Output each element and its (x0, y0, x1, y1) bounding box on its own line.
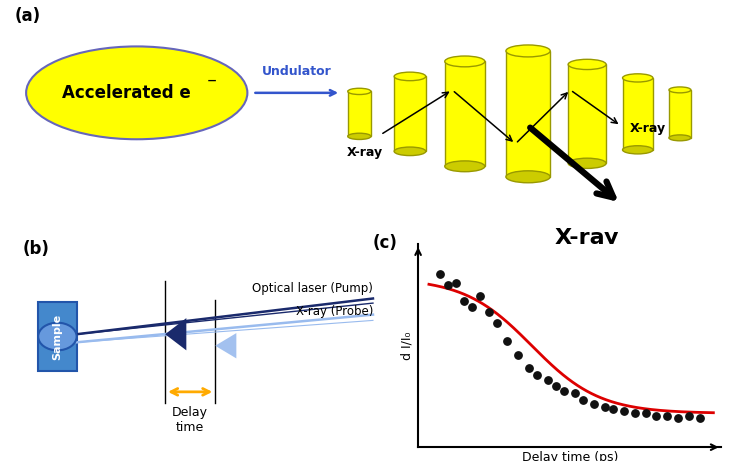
Ellipse shape (445, 161, 485, 171)
Polygon shape (622, 78, 653, 150)
Text: X-ray (Probe): X-ray (Probe) (295, 305, 373, 318)
Ellipse shape (445, 56, 485, 67)
Point (662, 412, 673, 420)
Point (482, 308, 494, 316)
Ellipse shape (622, 146, 653, 154)
Polygon shape (348, 91, 371, 136)
Ellipse shape (506, 45, 551, 57)
Point (531, 372, 543, 379)
Text: Accelerated e: Accelerated e (62, 84, 191, 102)
Ellipse shape (669, 87, 691, 93)
Ellipse shape (669, 135, 691, 141)
Ellipse shape (348, 88, 371, 95)
Text: Undulator: Undulator (262, 65, 332, 78)
Point (588, 401, 600, 408)
Polygon shape (165, 318, 186, 350)
Point (694, 414, 706, 421)
Text: (b): (b) (23, 240, 50, 258)
Point (672, 414, 684, 421)
Point (523, 365, 535, 372)
Point (639, 410, 651, 417)
Text: Sample: Sample (53, 313, 62, 360)
Polygon shape (568, 65, 606, 163)
Ellipse shape (506, 171, 551, 183)
Point (491, 319, 502, 327)
Point (442, 281, 454, 289)
Text: (a): (a) (14, 7, 41, 25)
Point (458, 297, 470, 304)
Text: (c): (c) (372, 234, 397, 252)
Point (450, 279, 462, 286)
Ellipse shape (622, 74, 653, 82)
Point (551, 383, 562, 390)
Point (559, 387, 571, 395)
Point (569, 390, 581, 397)
Ellipse shape (568, 59, 606, 70)
Ellipse shape (394, 147, 425, 156)
Text: Delay
time: Delay time (172, 406, 208, 434)
Point (542, 376, 554, 383)
Polygon shape (394, 77, 425, 151)
Ellipse shape (26, 47, 247, 139)
Text: Optical laser (Pump): Optical laser (Pump) (252, 282, 373, 295)
Point (466, 304, 478, 311)
Polygon shape (215, 333, 236, 359)
Text: X-ray: X-ray (346, 146, 383, 159)
Point (608, 405, 619, 413)
Ellipse shape (568, 158, 606, 168)
Point (577, 396, 589, 403)
Ellipse shape (38, 323, 77, 350)
Point (512, 351, 524, 359)
Text: X-ray: X-ray (555, 228, 619, 248)
X-axis label: Delay time (ps): Delay time (ps) (522, 451, 618, 461)
Polygon shape (669, 90, 691, 138)
Text: ⁻: ⁻ (206, 75, 217, 94)
Text: with high coherency and brightness: with high coherency and brightness (494, 246, 681, 256)
Point (650, 412, 662, 420)
Point (502, 337, 514, 345)
Point (599, 403, 611, 410)
Point (683, 412, 695, 420)
Text: X-ray: X-ray (629, 122, 665, 135)
Polygon shape (445, 61, 485, 166)
Polygon shape (38, 302, 77, 371)
Point (474, 292, 486, 300)
Point (629, 410, 641, 417)
Point (434, 270, 445, 278)
Y-axis label: d I/I₀: d I/I₀ (401, 331, 414, 360)
Ellipse shape (394, 72, 425, 81)
Point (618, 408, 630, 415)
Ellipse shape (348, 133, 371, 140)
Polygon shape (506, 51, 551, 177)
